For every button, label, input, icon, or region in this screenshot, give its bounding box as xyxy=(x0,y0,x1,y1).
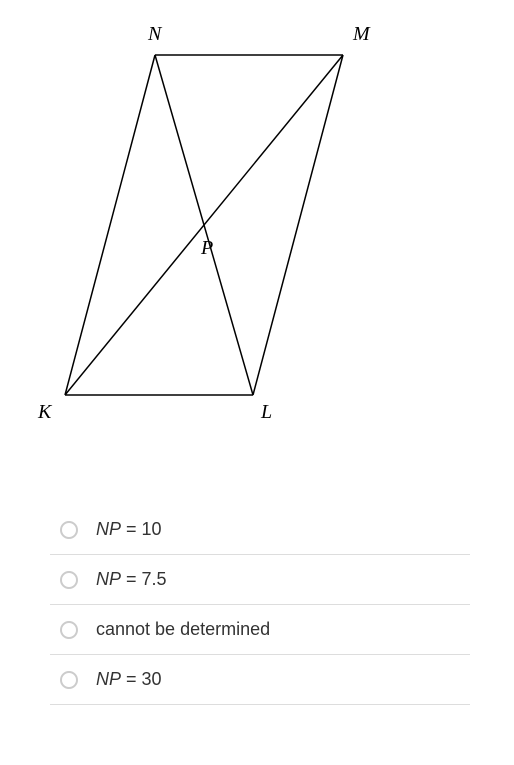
option-text-1: NP = 7.5 xyxy=(96,569,167,590)
vertex-label-n: N xyxy=(148,23,161,46)
option-val-2: cannot be determined xyxy=(96,619,270,639)
option-text-3: NP = 30 xyxy=(96,669,162,690)
option-row-0[interactable]: NP = 10 xyxy=(50,505,470,555)
option-row-1[interactable]: NP = 7.5 xyxy=(50,555,470,605)
option-row-2[interactable]: cannot be determined xyxy=(50,605,470,655)
edge-ml xyxy=(253,55,343,395)
edge-kn xyxy=(65,55,155,395)
vertex-label-p: P xyxy=(201,237,213,260)
radio-icon xyxy=(60,521,78,539)
option-row-3[interactable]: NP = 30 xyxy=(50,655,470,705)
radio-icon xyxy=(60,671,78,689)
parallelogram-svg xyxy=(35,15,435,435)
answer-options: NP = 10 NP = 7.5 cannot be determined NP… xyxy=(50,505,470,705)
radio-icon xyxy=(60,571,78,589)
option-val-1: = 7.5 xyxy=(126,569,167,589)
option-val-0: = 10 xyxy=(126,519,162,539)
radio-icon xyxy=(60,621,78,639)
option-var-3: NP xyxy=(96,669,121,689)
option-text-0: NP = 10 xyxy=(96,519,162,540)
option-var-1: NP xyxy=(96,569,121,589)
option-var-0: NP xyxy=(96,519,121,539)
vertex-label-l: L xyxy=(261,401,272,424)
option-val-3: = 30 xyxy=(126,669,162,689)
vertex-label-k: K xyxy=(38,401,51,424)
vertex-label-m: M xyxy=(353,23,370,46)
diagonal-nl xyxy=(155,55,253,395)
geometry-diagram: N M K L P xyxy=(35,15,435,435)
option-text-2: cannot be determined xyxy=(96,619,270,640)
